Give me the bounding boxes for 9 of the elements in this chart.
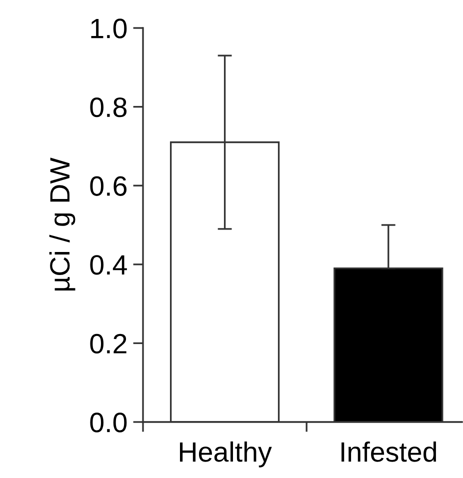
y-tick-label: 0.6 — [90, 176, 127, 196]
y-tick-label: 0.0 — [90, 412, 127, 432]
y-tick-label: 0.4 — [90, 255, 127, 275]
y-axis-title: µCi / g DW — [49, 158, 76, 291]
y-tick-label: 0.2 — [90, 334, 126, 354]
y-tick-label: 1.0 — [91, 18, 127, 38]
y-tick-label: 0.8 — [90, 97, 127, 118]
x-tick-label: Healthy — [180, 441, 272, 468]
x-tick-label: Infested — [342, 441, 436, 462]
